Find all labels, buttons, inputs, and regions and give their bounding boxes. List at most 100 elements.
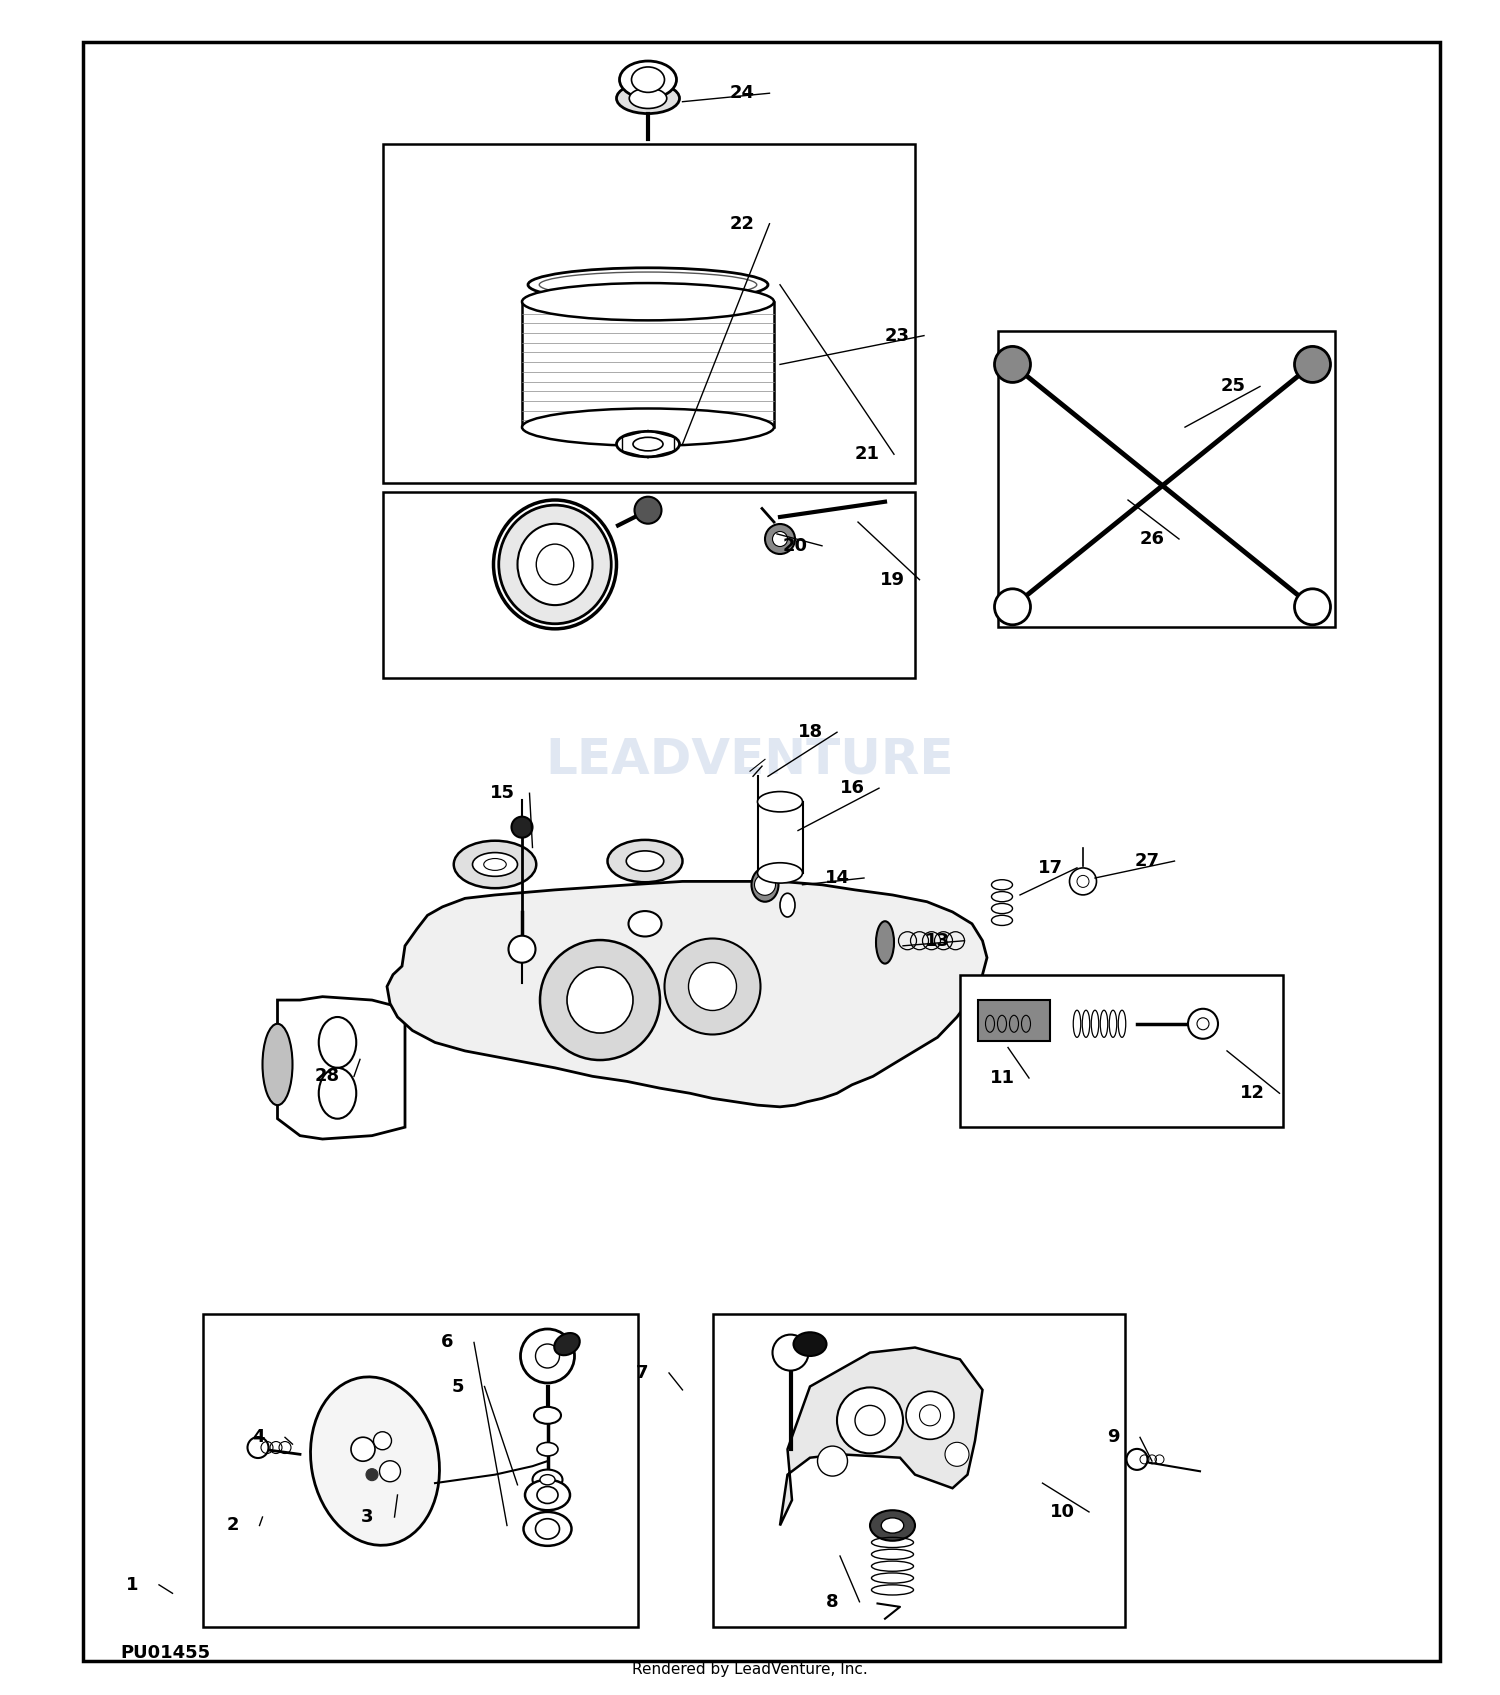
Ellipse shape — [540, 1475, 555, 1485]
Text: 27: 27 — [1136, 853, 1160, 870]
Ellipse shape — [627, 851, 663, 871]
Bar — [712, 1314, 1125, 1627]
Text: 4: 4 — [252, 1429, 264, 1446]
Polygon shape — [780, 1348, 982, 1526]
Text: 3: 3 — [362, 1509, 374, 1526]
Circle shape — [374, 1432, 392, 1449]
Text: 15: 15 — [490, 785, 514, 802]
Ellipse shape — [318, 1068, 357, 1119]
Circle shape — [567, 968, 633, 1032]
Text: 28: 28 — [315, 1068, 339, 1085]
Ellipse shape — [534, 1407, 561, 1424]
Text: 20: 20 — [783, 537, 807, 554]
Bar — [960, 975, 1282, 1127]
Text: LEADVENTURE: LEADVENTURE — [546, 736, 954, 783]
Circle shape — [1077, 875, 1089, 888]
Text: 13: 13 — [926, 932, 950, 949]
Circle shape — [855, 1405, 885, 1436]
Circle shape — [994, 346, 1030, 383]
Text: 11: 11 — [990, 1070, 1014, 1086]
Text: 12: 12 — [1240, 1085, 1264, 1102]
Bar — [202, 1314, 638, 1627]
Text: 2: 2 — [226, 1517, 238, 1534]
Bar — [978, 1000, 1050, 1041]
Ellipse shape — [633, 437, 663, 451]
Circle shape — [1070, 868, 1096, 895]
Ellipse shape — [630, 88, 666, 108]
Ellipse shape — [483, 858, 506, 871]
Text: 25: 25 — [1221, 378, 1245, 395]
Ellipse shape — [752, 868, 778, 902]
Ellipse shape — [524, 1512, 572, 1546]
Ellipse shape — [876, 922, 894, 963]
Circle shape — [520, 1329, 574, 1383]
Circle shape — [540, 941, 660, 1059]
Text: 26: 26 — [1140, 531, 1164, 547]
Ellipse shape — [498, 505, 612, 624]
Ellipse shape — [537, 1442, 558, 1456]
Text: 1: 1 — [126, 1576, 138, 1593]
Bar — [758, 802, 802, 873]
Text: 5: 5 — [452, 1378, 464, 1395]
Ellipse shape — [616, 431, 680, 456]
Ellipse shape — [262, 1024, 292, 1105]
Text: 17: 17 — [1038, 859, 1062, 876]
Text: 23: 23 — [885, 327, 909, 344]
Circle shape — [765, 524, 795, 554]
Circle shape — [512, 817, 532, 837]
Circle shape — [1294, 588, 1330, 625]
Ellipse shape — [453, 841, 537, 888]
Text: PU01455: PU01455 — [120, 1644, 210, 1661]
Ellipse shape — [318, 1017, 357, 1068]
Text: 9: 9 — [1107, 1429, 1119, 1446]
Circle shape — [772, 1334, 808, 1371]
Bar — [522, 302, 774, 427]
Ellipse shape — [532, 1470, 562, 1490]
Circle shape — [1294, 346, 1330, 383]
Circle shape — [920, 1405, 940, 1425]
Text: 6: 6 — [441, 1334, 453, 1351]
Circle shape — [1126, 1449, 1148, 1470]
Ellipse shape — [555, 1332, 579, 1356]
Ellipse shape — [870, 1510, 915, 1541]
Circle shape — [634, 497, 662, 524]
Ellipse shape — [518, 524, 593, 605]
Circle shape — [818, 1446, 848, 1476]
Ellipse shape — [537, 544, 573, 585]
Ellipse shape — [628, 912, 662, 936]
Ellipse shape — [608, 839, 682, 881]
Ellipse shape — [632, 66, 664, 93]
Text: 22: 22 — [730, 215, 754, 232]
Circle shape — [536, 1344, 560, 1368]
Circle shape — [837, 1388, 903, 1453]
Ellipse shape — [522, 283, 774, 320]
Circle shape — [366, 1468, 378, 1481]
Ellipse shape — [525, 1480, 570, 1510]
Text: Rendered by LeadVenture, Inc.: Rendered by LeadVenture, Inc. — [632, 1663, 868, 1676]
Bar — [382, 492, 915, 678]
Circle shape — [664, 939, 760, 1034]
Text: 8: 8 — [827, 1593, 839, 1610]
Ellipse shape — [794, 1332, 826, 1356]
Circle shape — [754, 875, 776, 895]
Bar — [382, 144, 915, 483]
Ellipse shape — [758, 792, 802, 812]
Ellipse shape — [472, 853, 518, 876]
Text: 19: 19 — [880, 571, 904, 588]
Text: 7: 7 — [636, 1364, 648, 1381]
Ellipse shape — [522, 408, 774, 446]
Circle shape — [945, 1442, 969, 1466]
Ellipse shape — [620, 61, 676, 98]
Circle shape — [1197, 1017, 1209, 1031]
Ellipse shape — [536, 1519, 560, 1539]
Circle shape — [351, 1437, 375, 1461]
Circle shape — [380, 1461, 400, 1481]
Ellipse shape — [882, 1519, 903, 1532]
Text: 21: 21 — [855, 446, 879, 463]
Circle shape — [906, 1392, 954, 1439]
Ellipse shape — [537, 1487, 558, 1503]
Circle shape — [509, 936, 536, 963]
Circle shape — [1188, 1009, 1218, 1039]
Bar — [998, 331, 1335, 627]
Ellipse shape — [616, 83, 680, 114]
